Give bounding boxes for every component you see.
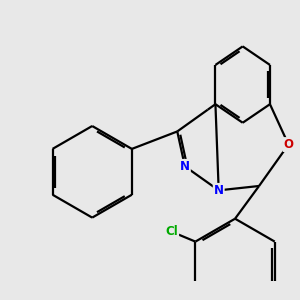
Text: N: N	[214, 184, 224, 197]
Text: Cl: Cl	[165, 225, 178, 238]
Text: N: N	[180, 160, 190, 173]
Text: O: O	[284, 138, 293, 151]
